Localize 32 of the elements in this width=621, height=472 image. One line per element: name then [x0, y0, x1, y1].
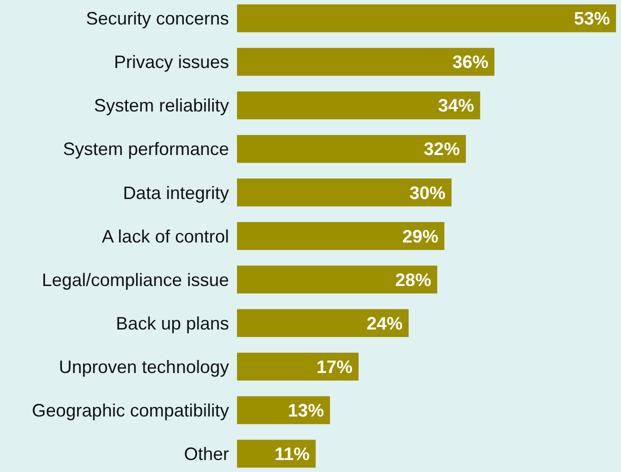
- bar: [237, 48, 494, 76]
- y-tick-label: A lack of control: [102, 226, 229, 246]
- bar: [237, 178, 452, 206]
- data-label: 34%: [438, 96, 474, 116]
- bar: [237, 134, 466, 163]
- bar: [237, 266, 438, 294]
- data-label: 17%: [316, 356, 353, 377]
- data-label: 32%: [424, 139, 460, 160]
- data-label: 28%: [395, 270, 432, 290]
- bar: [237, 222, 444, 250]
- y-tick-label: Back up plans: [116, 313, 229, 334]
- data-label: 11%: [274, 444, 310, 464]
- bar: [237, 352, 359, 381]
- data-label: 30%: [409, 182, 446, 203]
- y-tick-label: Security concerns: [86, 8, 229, 29]
- y-tick-label: Other: [184, 444, 229, 464]
- data-label: 36%: [452, 52, 488, 72]
- y-tick-label: Privacy issues: [114, 52, 229, 72]
- bar: [237, 396, 330, 424]
- y-tick-label: Legal/compliance issue: [42, 270, 229, 290]
- y-tick-label: Geographic compatibility: [32, 400, 229, 420]
- data-label: 53%: [574, 8, 610, 29]
- bar: [237, 91, 480, 120]
- y-tick-label: Data integrity: [122, 182, 229, 203]
- y-tick-label: System reliability: [94, 96, 229, 116]
- data-label: 29%: [402, 226, 438, 246]
- y-tick-label: Unproven technology: [58, 356, 229, 377]
- bar: [237, 4, 616, 32]
- y-tick-label: System performance: [62, 139, 229, 160]
- data-label: 13%: [288, 400, 324, 420]
- data-label: 24%: [366, 313, 403, 334]
- bar: [237, 309, 409, 338]
